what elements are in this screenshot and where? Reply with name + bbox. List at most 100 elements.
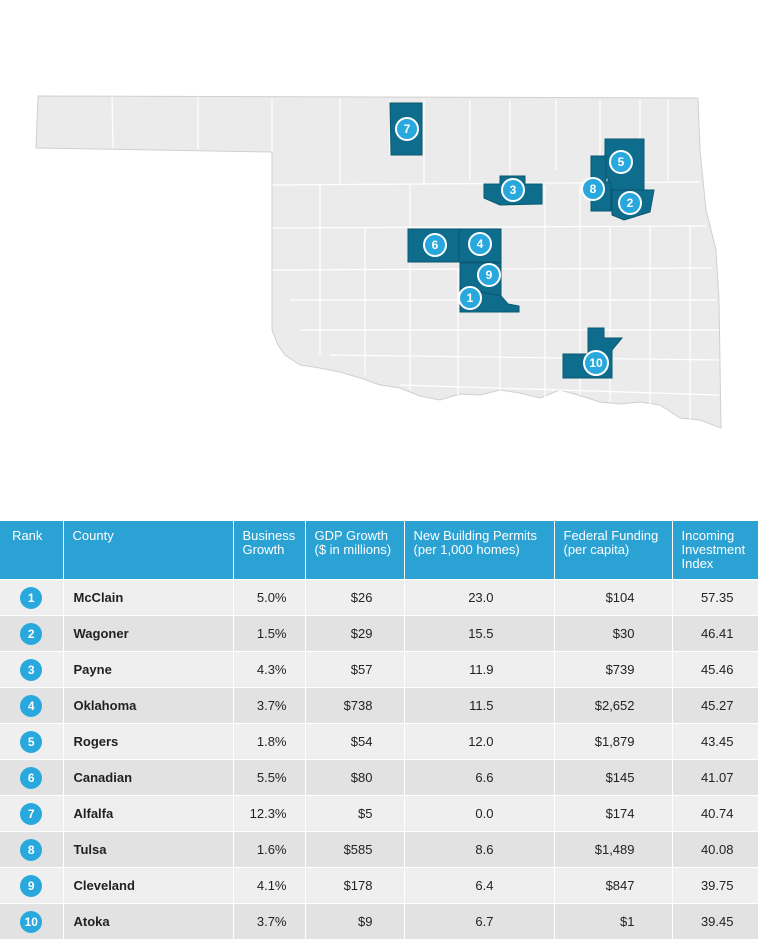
header-gdp-growth: GDP Growth ($ in millions) [305,521,405,580]
gdp-growth-cell: $9 [305,903,405,939]
gdp-growth-cell: $29 [305,615,405,652]
table-header: Rank County Business Growth GDP Growth ($ … [0,521,758,580]
gdp-growth-cell: $585 [305,831,405,868]
rank-badge: 2 [20,622,43,645]
funding-cell: $1,489 [554,831,673,868]
funding-cell: $145 [554,759,673,796]
header-building-permits: New Building Permits (per 1,000 homes) [404,521,555,580]
permits-cell: 6.7 [404,903,555,939]
rank-cell: 1 [0,579,64,616]
table-row: 7 Alfalfa 12.3% $5 0.0 $174 40.74 [0,795,758,832]
svg-text:1: 1 [467,291,474,305]
investment-index-cell: 40.08 [672,831,758,868]
investment-index-cell: 40.74 [672,795,758,832]
rank-badge: 10 [20,910,43,933]
rank-badge: 9 [20,874,43,897]
rank-cell: 5 [0,723,64,760]
map-marker-4: 4 [468,232,492,256]
funding-cell: $30 [554,615,673,652]
map-marker-6: 6 [423,233,447,257]
table-body: 1 McClain 5.0% $26 23.0 $104 57.35 2 Wag… [0,579,758,939]
permits-cell: 11.5 [404,687,555,724]
permits-cell: 6.6 [404,759,555,796]
rank-badge: 5 [20,730,43,753]
gdp-growth-cell: $54 [305,723,405,760]
svg-text:7: 7 [404,122,411,136]
investment-index-cell: 45.46 [672,651,758,688]
permits-cell: 0.0 [404,795,555,832]
funding-cell: $174 [554,795,673,832]
business-growth-cell: 4.1% [233,867,306,904]
rank-badge: 6 [20,766,43,789]
county-cell: Tulsa [63,831,234,868]
rank-badge: 7 [20,802,43,825]
header-county: County [63,521,234,580]
permits-cell: 23.0 [404,579,555,616]
county-cell: Wagoner [63,615,234,652]
business-growth-cell: 3.7% [233,903,306,939]
rank-cell: 7 [0,795,64,832]
rank-cell: 4 [0,687,64,724]
table-row: 9 Cleveland 4.1% $178 6.4 $847 39.75 [0,867,758,904]
business-growth-cell: 5.5% [233,759,306,796]
table-row: 4 Oklahoma 3.7% $738 11.5 $2,652 45.27 [0,687,758,724]
rank-cell: 8 [0,831,64,868]
map-marker-8: 8 [581,177,605,201]
oklahoma-county-map: 7 5 3 8 2 6 4 9 1 10 [35,95,722,429]
funding-cell: $847 [554,867,673,904]
map-marker-7: 7 [395,117,419,141]
table-row: 6 Canadian 5.5% $80 6.6 $145 41.07 [0,759,758,796]
county-ranking-table: Rank County Business Growth GDP Growth ($ … [0,521,758,939]
svg-text:10: 10 [589,356,603,370]
gdp-growth-cell: $5 [305,795,405,832]
table-row: 3 Payne 4.3% $57 11.9 $739 45.46 [0,651,758,688]
rank-cell: 10 [0,903,64,939]
map-marker-9: 9 [477,263,501,287]
permits-cell: 12.0 [404,723,555,760]
gdp-growth-cell: $738 [305,687,405,724]
map-marker-3: 3 [501,178,525,202]
table-row: 8 Tulsa 1.6% $585 8.6 $1,489 40.08 [0,831,758,868]
map-marker-5: 5 [609,150,633,174]
investment-index-cell: 39.75 [672,867,758,904]
rank-cell: 2 [0,615,64,652]
svg-text:6: 6 [432,238,439,252]
table-row: 1 McClain 5.0% $26 23.0 $104 57.35 [0,579,758,616]
table-row: 10 Atoka 3.7% $9 6.7 $1 39.45 [0,903,758,939]
svg-text:8: 8 [590,182,597,196]
investment-index-cell: 43.45 [672,723,758,760]
rank-badge: 3 [20,658,43,681]
permits-cell: 11.9 [404,651,555,688]
business-growth-cell: 1.8% [233,723,306,760]
rank-badge: 4 [20,694,43,717]
county-cell: Rogers [63,723,234,760]
permits-cell: 8.6 [404,831,555,868]
rank-cell: 3 [0,651,64,688]
rank-badge: 1 [20,586,43,609]
svg-text:4: 4 [477,237,484,251]
business-growth-cell: 4.3% [233,651,306,688]
investment-index-cell: 41.07 [672,759,758,796]
map-marker-1: 1 [458,286,482,310]
investment-index-cell: 57.35 [672,579,758,616]
county-cell: Payne [63,651,234,688]
rank-badge: 8 [20,838,43,861]
county-cell: Oklahoma [63,687,234,724]
funding-cell: $104 [554,579,673,616]
svg-text:9: 9 [486,268,493,282]
permits-cell: 15.5 [404,615,555,652]
county-cell: Cleveland [63,867,234,904]
header-business-growth: Business Growth [233,521,306,580]
gdp-growth-cell: $80 [305,759,405,796]
gdp-growth-cell: $26 [305,579,405,616]
svg-text:2: 2 [627,196,634,210]
table-row: 5 Rogers 1.8% $54 12.0 $1,879 43.45 [0,723,758,760]
business-growth-cell: 1.5% [233,615,306,652]
rank-cell: 6 [0,759,64,796]
county-cell: McClain [63,579,234,616]
county-cell: Atoka [63,903,234,939]
funding-cell: $1,879 [554,723,673,760]
gdp-growth-cell: $57 [305,651,405,688]
investment-index-cell: 45.27 [672,687,758,724]
map-marker-10: 10 [583,350,609,376]
